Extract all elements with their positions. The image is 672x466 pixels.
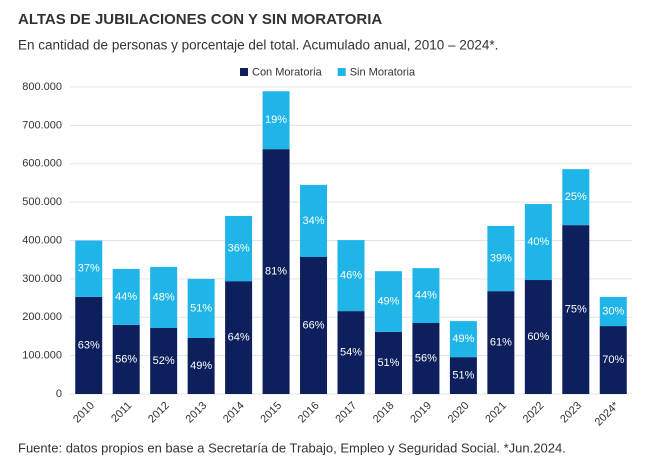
y-tick-label: 600.000 bbox=[22, 158, 62, 170]
bar-segment bbox=[449, 321, 477, 358]
bar-segment bbox=[449, 357, 477, 394]
y-tick-label: 100.000 bbox=[22, 350, 62, 362]
percent-label: 49% bbox=[377, 295, 399, 307]
bar-segment bbox=[187, 278, 215, 338]
x-tick-label: 2021 bbox=[483, 400, 509, 426]
percent-label: 30% bbox=[602, 305, 624, 317]
percent-label: 54% bbox=[340, 346, 362, 358]
y-tick-label: 800.000 bbox=[22, 81, 62, 93]
bar-segment bbox=[112, 324, 140, 394]
bar-segment bbox=[524, 280, 552, 394]
x-tick-label: 2013 bbox=[184, 400, 210, 426]
bar-segment bbox=[225, 215, 253, 282]
percent-label: 37% bbox=[78, 263, 100, 275]
legend-label: Con Moratoria bbox=[252, 66, 323, 78]
x-tick-label: 2010 bbox=[71, 400, 97, 426]
bar-segment bbox=[412, 323, 440, 394]
percent-label: 51% bbox=[452, 369, 474, 381]
percent-label: 40% bbox=[527, 236, 549, 248]
percent-label: 70% bbox=[602, 354, 624, 366]
legend-swatch bbox=[337, 68, 346, 76]
x-tick-label: 2023 bbox=[558, 400, 584, 426]
percent-label: 48% bbox=[153, 291, 175, 303]
x-tick-label: 2024* bbox=[593, 399, 622, 428]
bar-segment bbox=[262, 149, 290, 394]
percent-label: 66% bbox=[303, 319, 325, 331]
percent-label: 39% bbox=[490, 252, 512, 264]
x-tick-label: 2022 bbox=[521, 400, 547, 426]
bar-segment bbox=[187, 337, 215, 394]
chart-source: Fuente: datos propios en base a Secretar… bbox=[18, 440, 566, 455]
bar-segment bbox=[374, 271, 402, 332]
bar-segment bbox=[412, 268, 440, 324]
x-tick-label: 2018 bbox=[371, 400, 397, 426]
percent-label: 64% bbox=[228, 331, 250, 343]
percent-label: 46% bbox=[340, 270, 362, 282]
percent-label: 25% bbox=[565, 191, 587, 203]
percent-label: 61% bbox=[490, 336, 512, 348]
percent-label: 34% bbox=[303, 215, 325, 227]
bar-segment bbox=[487, 225, 515, 292]
legend-label: Sin Moratoria bbox=[350, 66, 416, 78]
y-tick-label: 300.000 bbox=[22, 273, 62, 285]
x-tick-label: 2016 bbox=[296, 400, 322, 426]
bar-segment bbox=[300, 257, 328, 394]
chart-subtitle: En cantidad de personas y porcentaje del… bbox=[18, 38, 498, 53]
percent-label: 56% bbox=[115, 353, 137, 365]
x-tick-label: 2017 bbox=[333, 400, 359, 426]
x-tick-label: 2020 bbox=[446, 400, 472, 426]
legend-swatch bbox=[240, 68, 248, 76]
bar-segment bbox=[300, 184, 328, 258]
bar-segment bbox=[599, 326, 627, 394]
x-tick-label: 2014 bbox=[221, 400, 247, 426]
bar-segment bbox=[75, 296, 103, 394]
bar-segment bbox=[262, 91, 290, 150]
percent-label: 51% bbox=[190, 302, 212, 314]
percent-label: 49% bbox=[190, 360, 212, 372]
y-tick-label: 400.000 bbox=[22, 234, 62, 246]
percent-label: 36% bbox=[228, 242, 250, 254]
bar-segment bbox=[225, 281, 253, 394]
bar-segment bbox=[150, 327, 178, 394]
percent-label: 56% bbox=[415, 352, 437, 364]
percent-label: 49% bbox=[452, 333, 474, 345]
bar-segment bbox=[374, 331, 402, 394]
bar-segment bbox=[112, 268, 140, 325]
percent-label: 44% bbox=[115, 291, 137, 303]
percent-label: 63% bbox=[78, 339, 100, 351]
bar-segment bbox=[562, 225, 590, 394]
percent-label: 60% bbox=[527, 331, 549, 343]
percent-label: 19% bbox=[265, 114, 287, 126]
percent-label: 52% bbox=[153, 355, 175, 367]
x-tick-label: 2012 bbox=[146, 400, 172, 426]
percent-label: 81% bbox=[265, 265, 287, 277]
chart-title: ALTAS DE JUBILACIONES CON Y SIN MORATORI… bbox=[18, 11, 382, 28]
bar-segment bbox=[599, 296, 627, 327]
y-tick-label: 700.000 bbox=[22, 119, 62, 131]
percent-label: 51% bbox=[377, 357, 399, 369]
percent-label: 75% bbox=[565, 303, 587, 315]
x-tick-label: 2015 bbox=[258, 400, 284, 426]
x-tick-label: 2019 bbox=[408, 400, 434, 426]
y-tick-label: 500.000 bbox=[22, 196, 62, 208]
bar-segment bbox=[524, 204, 552, 281]
y-tick-label: 200.000 bbox=[22, 311, 62, 323]
bar-segment bbox=[75, 240, 103, 297]
bar-segment bbox=[337, 240, 365, 312]
bar-segment bbox=[487, 291, 515, 394]
percent-label: 44% bbox=[415, 289, 437, 301]
x-tick-label: 2011 bbox=[109, 400, 134, 425]
bar-segment bbox=[337, 311, 365, 394]
bar-segment bbox=[562, 169, 590, 226]
bar-segment bbox=[150, 266, 178, 328]
y-tick-label: 0 bbox=[56, 388, 62, 400]
